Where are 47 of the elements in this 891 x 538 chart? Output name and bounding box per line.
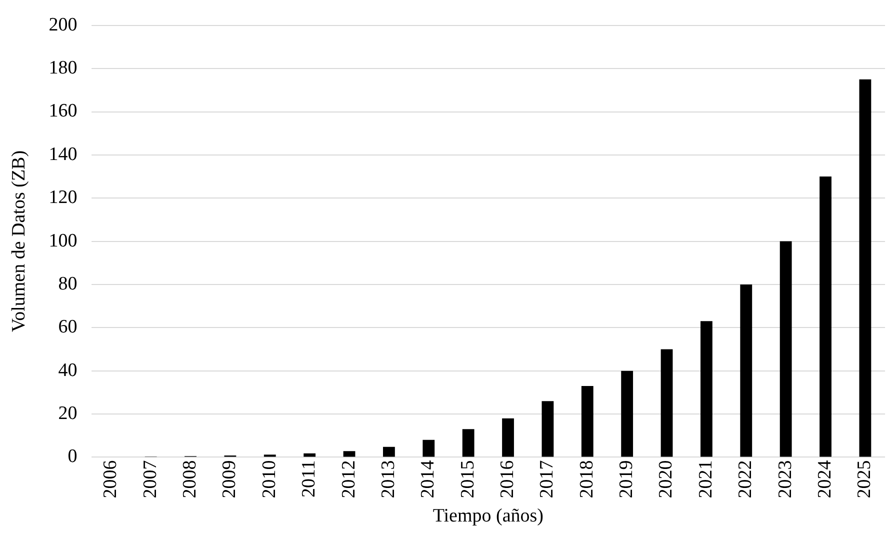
y-tick-label: 180 <box>48 58 78 79</box>
y-tick-label: 140 <box>48 144 78 165</box>
x-tick-label: 2019 <box>616 460 638 498</box>
bar <box>621 370 634 457</box>
bar <box>422 440 435 457</box>
bar <box>740 284 752 457</box>
x-tick-label: 2011 <box>298 460 320 498</box>
bar <box>383 446 395 457</box>
y-axis-title: Volumen de Datos (ZB) <box>8 150 30 332</box>
x-tick-label: 2023 <box>774 460 796 498</box>
x-tick-label: 2006 <box>100 460 122 498</box>
bar <box>660 349 673 457</box>
y-tick-label: 100 <box>48 230 78 252</box>
bar <box>343 451 356 457</box>
bar <box>502 418 514 457</box>
x-tick-label: 2025 <box>854 460 876 498</box>
y-tick-label: 60 <box>58 316 78 338</box>
x-tick-label: 2024 <box>814 460 836 498</box>
y-tick-label: 40 <box>58 360 78 381</box>
y-tick-label: 160 <box>48 100 78 122</box>
x-tick-label: 2007 <box>140 460 161 498</box>
bar <box>820 176 832 457</box>
x-tick-label: 2017 <box>536 460 558 498</box>
bar <box>581 386 594 457</box>
x-axis-title: Tiempo (años) <box>432 506 544 527</box>
x-tick-label: 2012 <box>338 460 360 498</box>
bar <box>859 79 872 457</box>
y-tick-label: 80 <box>58 273 78 294</box>
bar <box>700 321 712 457</box>
y-tick-label: 120 <box>48 187 78 208</box>
x-tick-label: 2008 <box>180 460 200 498</box>
x-tick-label: 2022 <box>735 460 756 498</box>
x-tick-label: 2009 <box>219 460 240 498</box>
y-tick-label: 0 <box>68 446 78 468</box>
bar <box>462 429 474 457</box>
bar <box>780 241 792 457</box>
x-tick-label: 2010 <box>258 460 280 498</box>
bar <box>542 401 554 457</box>
x-tick-label: 2016 <box>497 460 518 498</box>
x-tick-label: 2021 <box>695 460 716 498</box>
y-tick-label: 200 <box>48 14 78 36</box>
x-tick-label: 2015 <box>457 460 478 498</box>
y-tick-label: 20 <box>58 403 78 424</box>
x-tick-label: 2018 <box>576 460 598 498</box>
x-tick-label: 2020 <box>656 460 677 498</box>
x-tick-label: 2013 <box>378 460 399 498</box>
x-tick-label: 2014 <box>418 460 439 498</box>
